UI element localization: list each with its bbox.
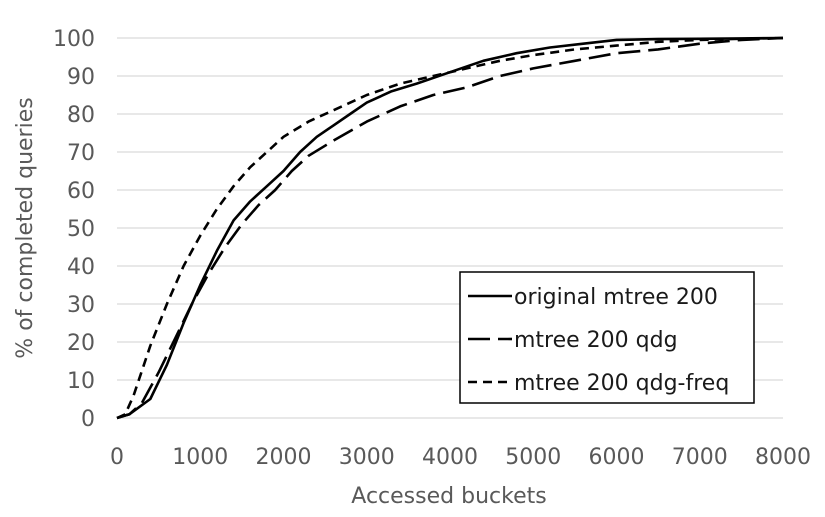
- series-line-2: [116, 36, 784, 420]
- y-tick-label: 10: [67, 369, 95, 394]
- x-axis-title: Accessed buckets: [351, 484, 546, 509]
- y-tick-label: 40: [67, 255, 95, 280]
- x-tick-label: 2000: [256, 445, 312, 470]
- y-tick-label: 70: [67, 141, 95, 166]
- y-tick-labels: 0 10 20 30 40 50 60 70 80 90 100: [53, 27, 95, 432]
- x-tick-label: 6000: [589, 445, 645, 470]
- x-tick-label: 1000: [172, 445, 228, 470]
- series-line-3: [116, 36, 784, 420]
- y-tick-label: 30: [67, 293, 95, 318]
- y-tick-label: 20: [67, 331, 95, 356]
- legend-label-2: mtree 200 qdg: [514, 328, 678, 353]
- x-tick-label: 3000: [339, 445, 395, 470]
- legend-label-3: mtree 200 qdg-freq: [514, 371, 729, 396]
- x-tick-label: 5000: [505, 445, 561, 470]
- y-tick-label: 0: [81, 407, 95, 432]
- legend-label-1: original mtree 200: [514, 285, 718, 310]
- x-tick-label: 0: [110, 445, 124, 470]
- legend-box: [459, 271, 755, 404]
- y-tick-label: 80: [67, 103, 95, 128]
- legend: original mtree 200 mtree 200 qdg mtree 200…: [459, 271, 755, 404]
- y-axis-title: % of completed queries: [13, 97, 38, 358]
- y-tick-label: 90: [67, 65, 95, 90]
- x-tick-label: 7000: [672, 445, 728, 470]
- series-lines: [116, 36, 784, 420]
- x-tick-label: 8000: [755, 445, 811, 470]
- y-tick-label: 60: [67, 179, 95, 204]
- y-tick-label: 100: [53, 27, 95, 52]
- x-tick-label: 4000: [422, 445, 478, 470]
- x-tick-labels: 0 1000 2000 3000 4000 5000 6000 7000 8000: [110, 445, 811, 470]
- y-tick-label: 50: [67, 217, 95, 242]
